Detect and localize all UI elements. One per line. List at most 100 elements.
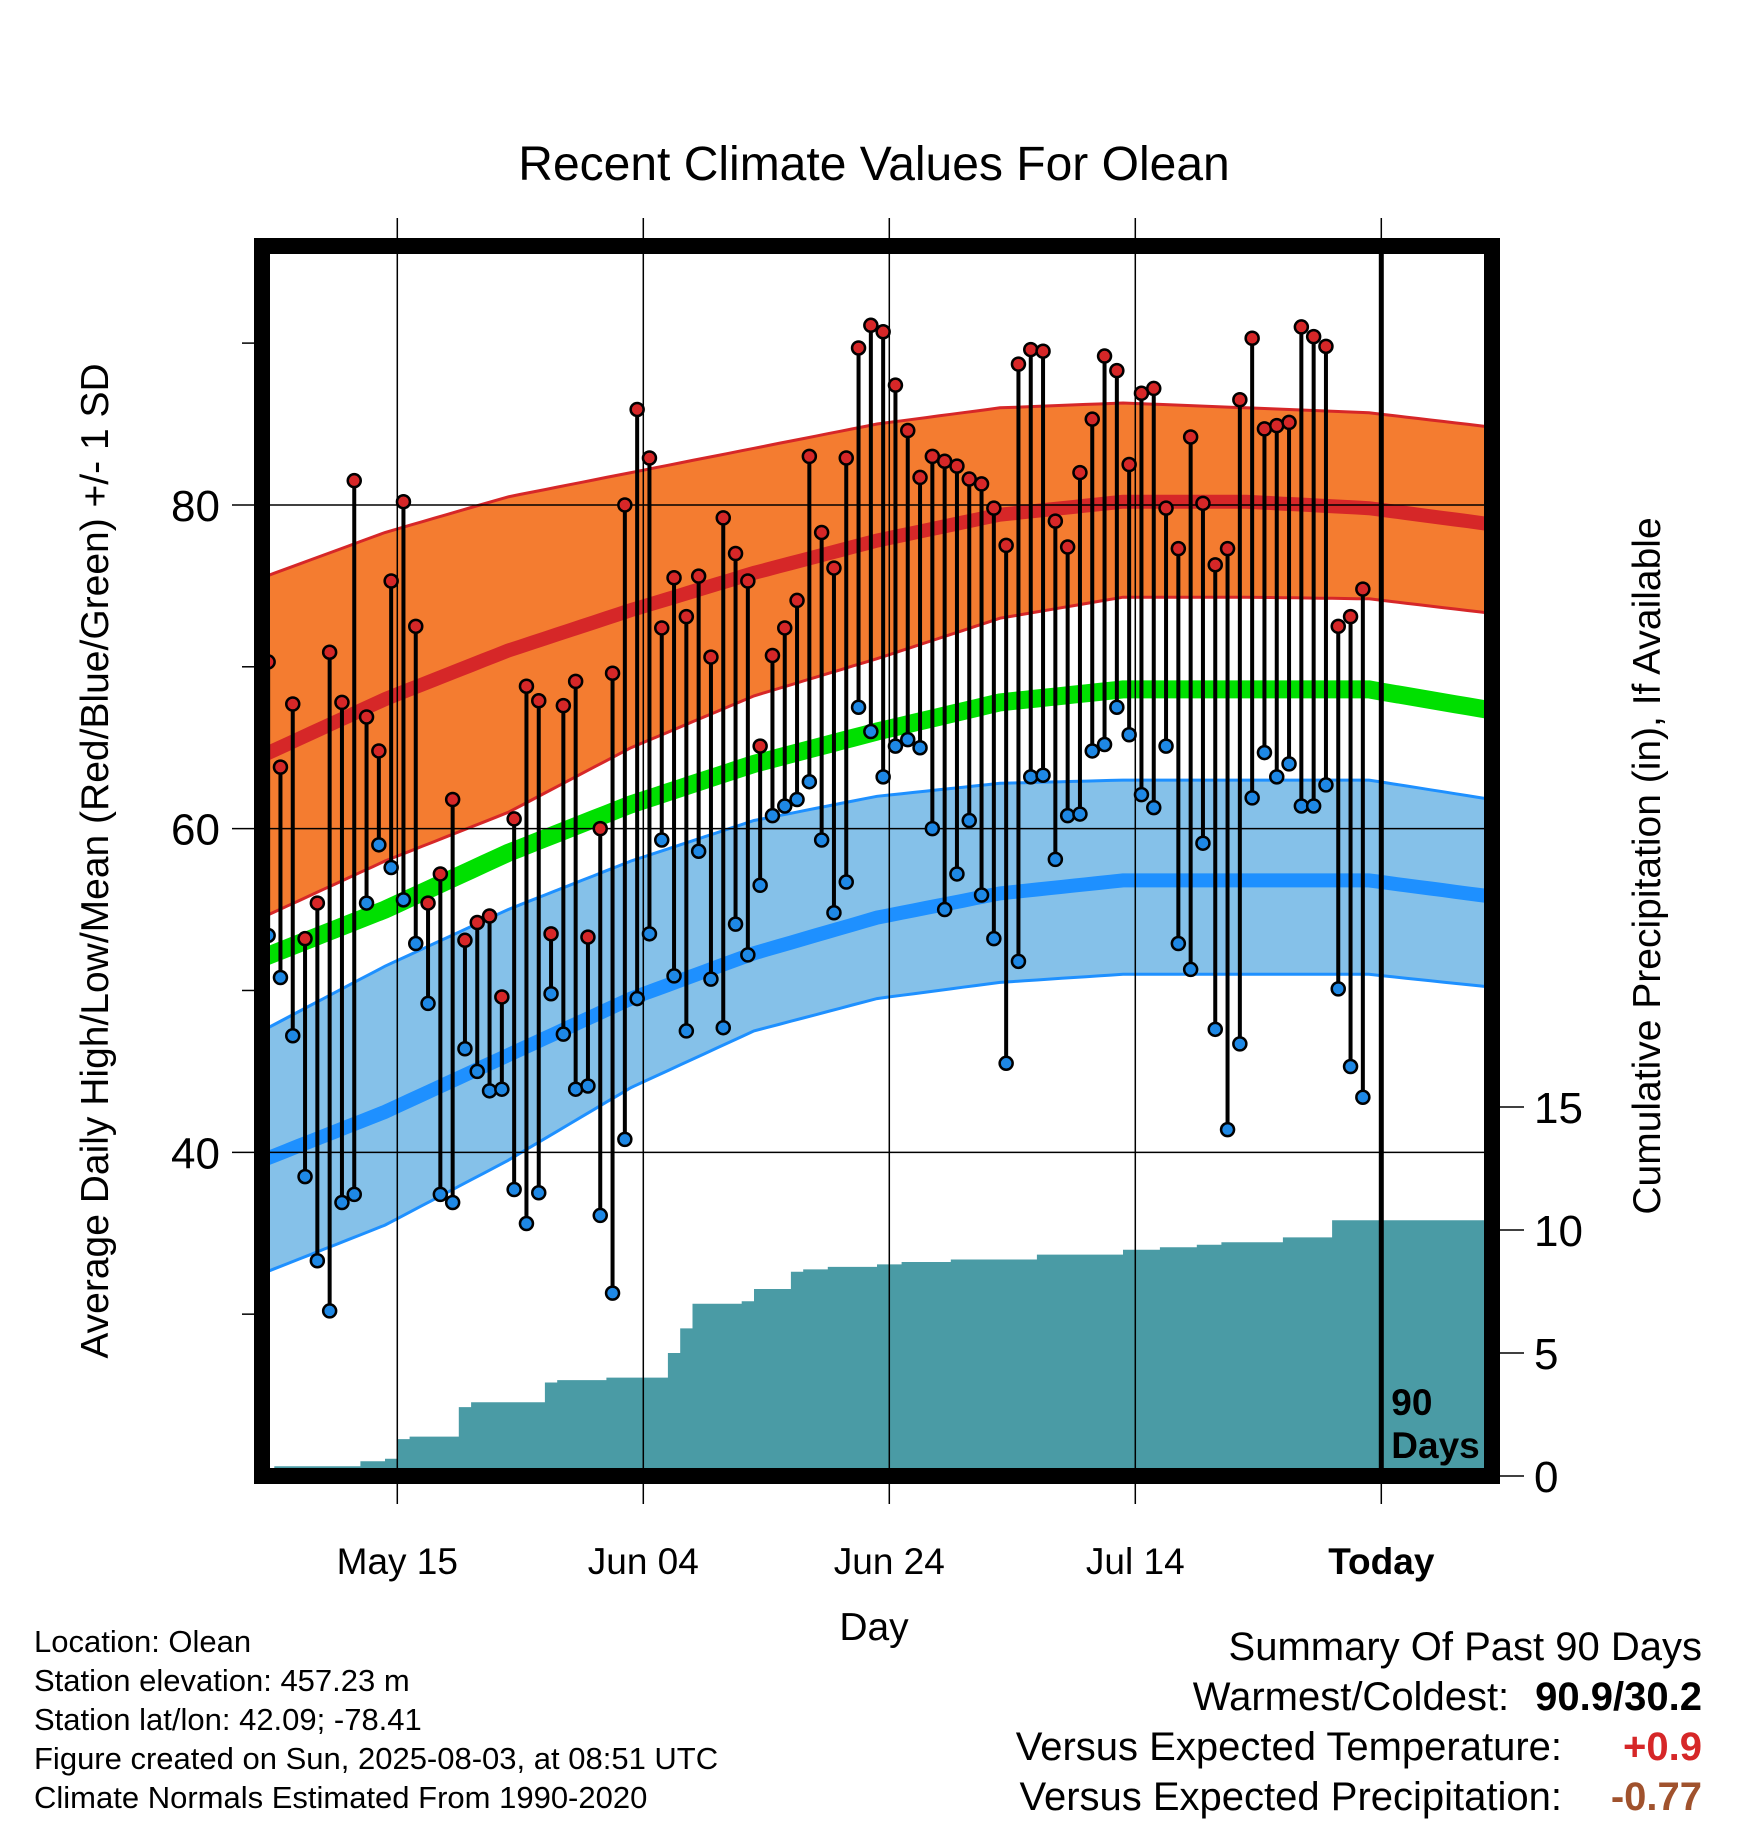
high-temp-point xyxy=(272,759,289,775)
high-temp-point xyxy=(961,471,977,487)
y2-axis-label: Cumulative Precipitation (in), If Availa… xyxy=(1626,517,1669,1214)
precip-area xyxy=(262,1220,1492,1476)
high-temp-point xyxy=(1146,380,1162,397)
high-temp-point xyxy=(740,573,756,589)
low-temp-point xyxy=(1109,699,1125,715)
low-temp-point xyxy=(838,874,854,890)
high-temp-point xyxy=(285,696,301,712)
low-temp-point xyxy=(703,971,719,987)
summary-heading: Summary Of Past 90 Days xyxy=(1228,1625,1702,1669)
low-temp-point xyxy=(592,1207,608,1224)
low-temp-point xyxy=(924,820,941,837)
temp-anomaly-label: Versus Expected Temperature: xyxy=(1015,1725,1562,1769)
high-temp-point xyxy=(1109,362,1125,379)
low-temp-point xyxy=(481,1083,498,1099)
high-temp-point xyxy=(1170,540,1187,557)
high-temp-point xyxy=(826,560,842,576)
low-temp-point xyxy=(371,837,387,853)
warm-cold-row: Warmest/Coldest: 90.9/30.2 xyxy=(1016,1672,1702,1722)
low-temp-point xyxy=(469,1063,485,1080)
low-lower-edge xyxy=(262,972,1492,1276)
temp-anomaly-row: Versus Expected Temperature: +0.9 xyxy=(1016,1722,1702,1772)
high-temp-point xyxy=(936,453,953,469)
high-temp-point xyxy=(1133,385,1150,402)
high-temp-point xyxy=(1121,456,1137,473)
high-temp-point xyxy=(469,914,485,931)
high-temp-point xyxy=(358,709,375,725)
low-temp-point xyxy=(346,1186,362,1203)
high-temp-point xyxy=(777,620,793,636)
y2-tick-label: 5 xyxy=(1534,1330,1558,1379)
low-temp-point xyxy=(518,1215,535,1232)
station-info: Location: Olean Station elevation: 457.2… xyxy=(34,1622,718,1817)
x-tick-label: Jun 24 xyxy=(834,1541,945,1582)
high-temp-point xyxy=(617,497,633,513)
low-temp-point xyxy=(297,1168,313,1185)
high-upper-edge xyxy=(262,401,1492,580)
low-temp-point xyxy=(494,1081,510,1097)
high-temp-point xyxy=(604,665,621,682)
low-temp-point xyxy=(678,1023,695,1039)
high-temp-point xyxy=(1232,392,1248,408)
high-temp-point xyxy=(420,895,436,911)
low-temp-point xyxy=(740,947,756,963)
low-temp-point xyxy=(321,1303,338,1319)
y-tick-label: 80 xyxy=(171,482,220,531)
low-temp-point xyxy=(1010,953,1027,970)
x-tick-label: Today xyxy=(1328,1541,1435,1582)
high-temp-point xyxy=(1023,341,1039,358)
high-temp-point xyxy=(1256,421,1273,437)
chart-title: Recent Climate Values For Olean xyxy=(518,138,1229,191)
low-temp-point xyxy=(1170,935,1187,952)
low-temp-point xyxy=(334,1194,350,1211)
high-temp-point xyxy=(850,340,867,356)
plot-frame xyxy=(254,238,1500,1484)
high-temp-point xyxy=(297,930,313,947)
low-temp-point xyxy=(408,935,424,952)
low-temp-point xyxy=(1305,798,1322,814)
high-temp-point xyxy=(875,324,891,340)
high-temp-point xyxy=(321,644,338,660)
high-temp-point xyxy=(309,895,326,911)
low-temp-point xyxy=(444,1194,461,1211)
high-temp-point xyxy=(715,510,731,526)
low-temp-point xyxy=(555,1026,572,1042)
high-temp-point xyxy=(1084,411,1100,427)
high-temp-point xyxy=(408,618,424,635)
high-temp-point xyxy=(592,820,608,837)
high-temp-point xyxy=(1281,414,1297,431)
low-temp-point xyxy=(986,930,1002,947)
high-temp-point xyxy=(371,743,387,759)
low-temp-point xyxy=(543,985,559,1002)
high-temp-point xyxy=(494,989,510,1005)
high-temp-point xyxy=(1330,618,1346,635)
high-temp-point xyxy=(629,401,645,418)
low-temp-point xyxy=(531,1185,547,1201)
low-temp-point xyxy=(961,812,977,829)
low-temp-point xyxy=(1244,790,1260,806)
high-temp-point xyxy=(567,673,584,690)
low-temp-point xyxy=(1059,807,1076,824)
low-temp-point xyxy=(457,1040,473,1057)
high-temp-point xyxy=(924,448,941,465)
low-temp-point xyxy=(826,905,842,921)
low-temp-point xyxy=(666,968,682,984)
y-tick-label: 60 xyxy=(171,806,220,855)
high-temp-point xyxy=(1269,417,1285,434)
temp-anomaly-value: +0.9 xyxy=(1623,1725,1702,1769)
high-temp-point xyxy=(1305,328,1322,345)
low-temp-point xyxy=(1207,1021,1223,1038)
low-temp-point xyxy=(1146,799,1162,816)
high-temp-point xyxy=(346,472,362,489)
low-temp-point xyxy=(432,1186,449,1203)
low-temp-point xyxy=(567,1081,584,1097)
high-temp-point xyxy=(727,545,744,562)
today-label-line: 90 xyxy=(1391,1382,1432,1423)
low-temp-point xyxy=(764,807,781,824)
low-temp-point xyxy=(789,791,805,808)
high-temp-point xyxy=(666,570,682,586)
precip-anomaly-label: Versus Expected Precipitation: xyxy=(1019,1775,1562,1819)
low-temp-point xyxy=(654,832,670,848)
low-temp-point xyxy=(690,843,707,860)
high-temp-point xyxy=(395,493,412,510)
